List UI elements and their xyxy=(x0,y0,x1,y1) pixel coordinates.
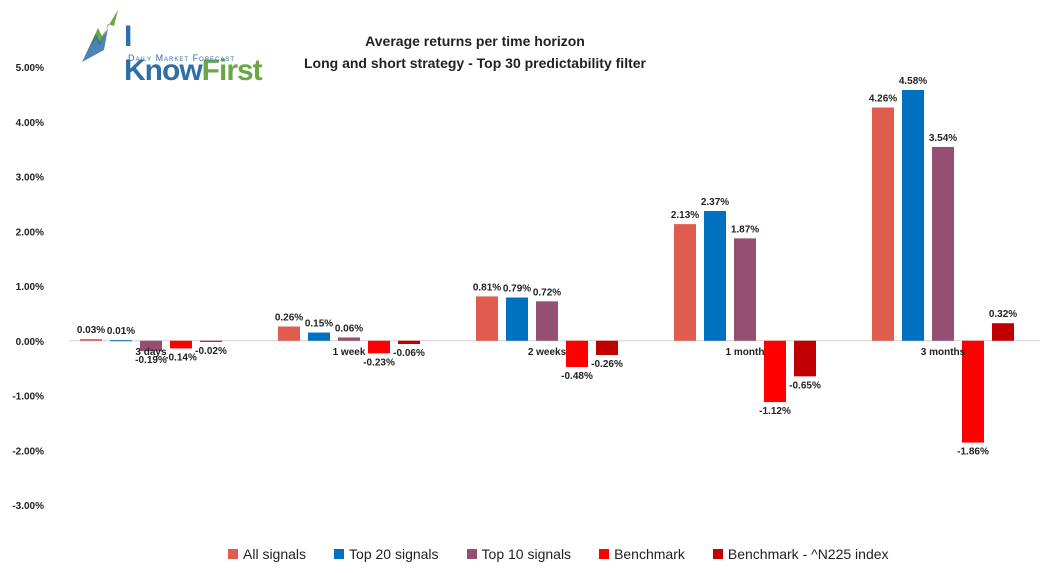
data-label: 4.58% xyxy=(899,76,927,87)
y-tick-label: 2.00% xyxy=(16,227,44,238)
data-label: -0.06% xyxy=(393,348,425,359)
bar-0-0 xyxy=(80,339,102,341)
bar-1-4 xyxy=(902,89,924,341)
data-label: -0.48% xyxy=(561,371,593,382)
legend-label: Top 20 signals xyxy=(349,546,439,562)
bar-0-1 xyxy=(278,326,300,341)
legend-item: Top 20 signals xyxy=(334,546,439,562)
data-label: -1.86% xyxy=(957,447,989,458)
logo: I KnowFirst Daily Market Forecast xyxy=(78,6,268,87)
logo-icon xyxy=(82,10,118,62)
data-label: 0.06% xyxy=(335,323,363,334)
data-label: -0.65% xyxy=(789,380,821,391)
logo-tagline: Daily Market Forecast xyxy=(128,53,236,63)
legend-item: All signals xyxy=(228,546,306,562)
data-label: 2.13% xyxy=(671,210,699,221)
y-tick-label: -3.00% xyxy=(12,501,44,512)
category-label: 3 months xyxy=(921,347,966,358)
legend-label: Benchmark - ^N225 index xyxy=(727,546,889,562)
chart-title-block: Average returns per time horizon Long an… xyxy=(250,30,700,74)
bar-3-3 xyxy=(764,340,786,403)
bar-4-1 xyxy=(398,340,420,345)
y-tick-label: -1.00% xyxy=(12,392,44,403)
legend-swatch xyxy=(712,549,723,559)
bar-4-4 xyxy=(992,323,1014,341)
legend-label: Benchmark xyxy=(614,546,685,562)
legend-label: All signals xyxy=(243,546,307,562)
logo-name-main: I Know xyxy=(124,20,203,87)
data-label: 0.79% xyxy=(503,283,531,294)
category-label: 1 week xyxy=(333,347,366,358)
bar-1-0 xyxy=(110,340,132,342)
data-label: -0.14% xyxy=(165,352,197,363)
data-label: -1.12% xyxy=(759,406,791,417)
data-label: 0.32% xyxy=(989,309,1017,320)
bar-2-0 xyxy=(140,340,162,352)
legend-swatch xyxy=(599,549,610,559)
bar-4-3 xyxy=(794,340,816,377)
legend-item: Benchmark xyxy=(599,546,685,562)
data-label: 0.03% xyxy=(77,325,105,336)
bar-0-2 xyxy=(476,296,498,341)
bar-2-2 xyxy=(536,301,558,341)
data-label: 3.54% xyxy=(929,133,957,144)
bar-1-2 xyxy=(506,297,528,341)
chart-subtitle: Long and short strategy - Top 30 predict… xyxy=(303,55,646,71)
data-label: -0.23% xyxy=(363,357,395,368)
logo-name-accent: First xyxy=(201,54,263,87)
y-tick-label: -2.00% xyxy=(12,446,44,457)
y-tick-label: 4.00% xyxy=(16,118,44,129)
y-tick-label: 3.00% xyxy=(16,173,44,184)
chart-legend: All signals Top 20 signals Top 10 signals B… xyxy=(228,546,889,562)
logo-wordmark: I KnowFirst xyxy=(124,20,268,88)
bar-2-4 xyxy=(932,146,954,341)
legend-swatch xyxy=(466,549,477,559)
data-label: 0.81% xyxy=(473,282,501,293)
bar-4-0 xyxy=(200,340,222,342)
data-label: 0.15% xyxy=(305,319,333,330)
legend-swatch xyxy=(228,549,238,559)
bar-3-1 xyxy=(368,340,390,354)
data-label: -0.26% xyxy=(591,359,623,370)
chart-title: Average returns per time horizon xyxy=(365,33,585,49)
data-label: 4.26% xyxy=(869,94,897,105)
bar-3-2 xyxy=(566,340,588,368)
category-label: 1 month xyxy=(726,347,765,358)
legend-swatch xyxy=(334,549,345,559)
category-label: 3 days xyxy=(135,347,167,358)
data-label: 1.87% xyxy=(731,224,759,235)
data-label: 0.01% xyxy=(107,326,135,337)
y-tick-label: 1.00% xyxy=(16,282,44,293)
bar-2-3 xyxy=(734,238,756,341)
data-label: 2.37% xyxy=(701,197,729,208)
bar-3-0 xyxy=(170,340,192,349)
legend-label: Top 10 signals xyxy=(481,546,572,562)
data-label: -0.19% xyxy=(135,355,167,366)
legend-item: Top 10 signals xyxy=(466,546,572,562)
bar-3-4 xyxy=(962,340,984,443)
bar-1-1 xyxy=(308,332,330,341)
y-tick-label: 5.00% xyxy=(16,63,44,74)
bar-4-2 xyxy=(596,340,618,355)
data-label: 0.72% xyxy=(533,287,561,298)
legend-item: Benchmark - ^N225 index xyxy=(712,546,889,562)
bar-1-3 xyxy=(704,210,726,341)
bar-2-1 xyxy=(338,337,360,341)
bar-chart: 5.00% 4.00% 3.00% 2.00% 1.00% 0.00% -1.00% -2.0… xyxy=(12,63,1040,512)
y-tick-label: 0.00% xyxy=(16,337,44,348)
bar-0-3 xyxy=(674,224,696,341)
data-label: 0.26% xyxy=(275,313,303,324)
data-label: -0.02% xyxy=(195,346,227,357)
category-label: 2 weeks xyxy=(528,347,567,358)
bar-0-4 xyxy=(872,107,894,341)
